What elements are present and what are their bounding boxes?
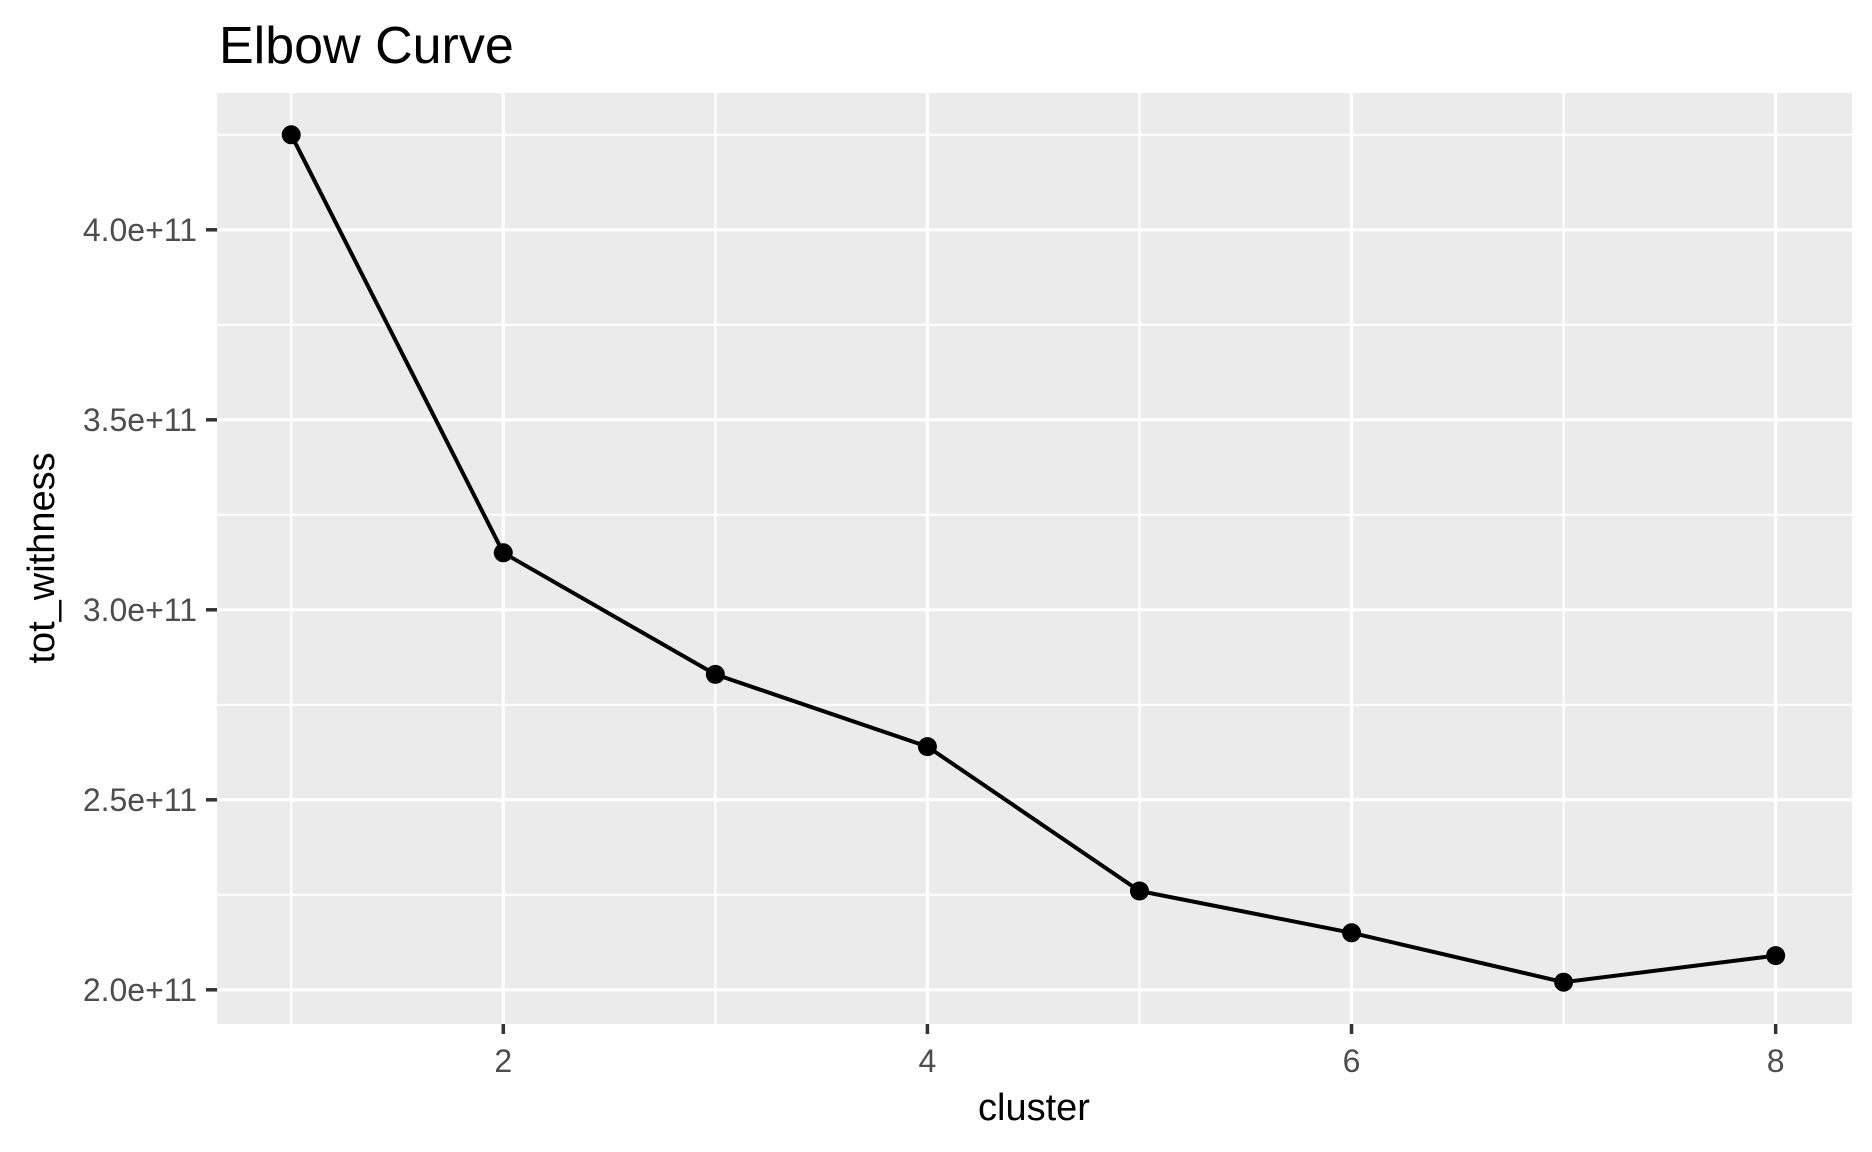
x-tick-label: 6 xyxy=(1343,1043,1361,1079)
y-axis-title: tot_withness xyxy=(21,452,63,664)
axis-ticks xyxy=(206,228,1778,1034)
x-axis-title: cluster xyxy=(978,1087,1090,1129)
x-tick-label: 8 xyxy=(1767,1043,1785,1079)
y-tick-label: 2.0e+11 xyxy=(83,972,197,1008)
line-series xyxy=(281,125,1786,992)
data-point xyxy=(1554,972,1574,992)
data-point xyxy=(493,543,513,563)
data-point xyxy=(1766,946,1786,966)
y-tick-label: 4.0e+11 xyxy=(83,212,197,248)
series-line xyxy=(289,132,1778,985)
data-point xyxy=(705,664,725,684)
x-tick-label: 2 xyxy=(494,1043,512,1079)
data-point xyxy=(281,125,301,145)
data-point xyxy=(1129,881,1149,901)
y-tick-label: 3.0e+11 xyxy=(83,592,197,628)
data-point xyxy=(1342,923,1362,943)
panel-background xyxy=(217,93,1852,1024)
plot-panel xyxy=(217,93,1852,1024)
gridlines xyxy=(217,93,1852,1024)
y-tick-label: 3.5e+11 xyxy=(83,402,197,438)
plot-title: Elbow Curve xyxy=(219,17,514,75)
x-tick-label: 4 xyxy=(919,1043,937,1079)
data-point xyxy=(917,737,937,757)
y-tick-label: 2.5e+11 xyxy=(83,782,197,818)
tick-labels: 2 4 6 8 2.0e+11 2.5e+11 3.0e+11 3.5e+11 4.0e+11 xyxy=(83,212,1785,1079)
